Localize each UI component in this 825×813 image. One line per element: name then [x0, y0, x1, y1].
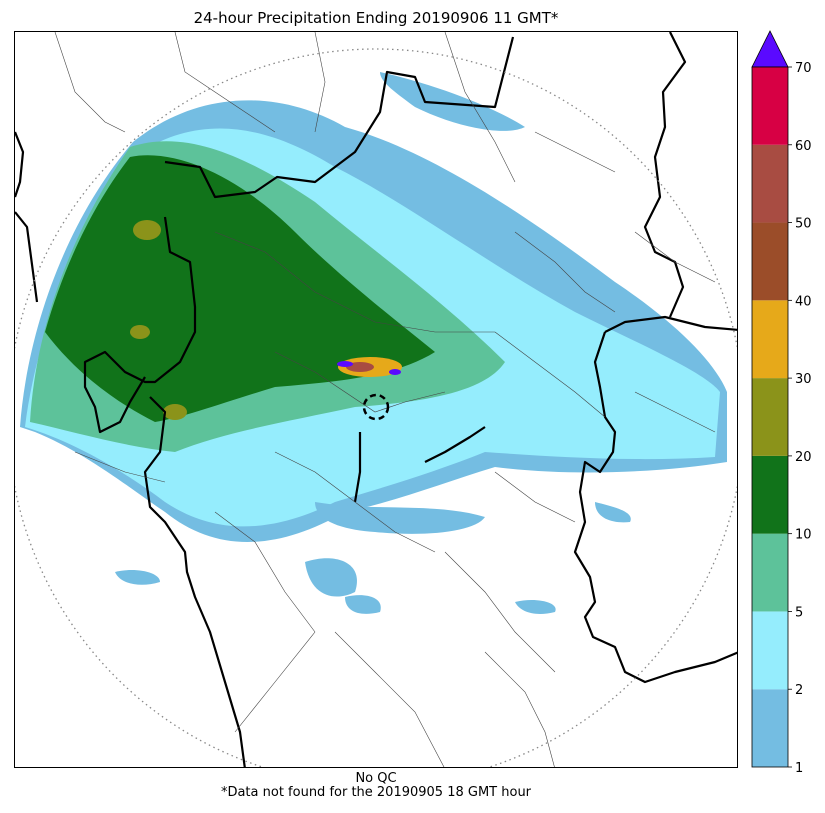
precip-core-over-70	[337, 361, 353, 367]
state-boundaries	[15, 32, 737, 767]
chart-title: 24-hour Precipitation Ending 20190906 11…	[193, 9, 559, 27]
precip-band-south	[345, 595, 381, 614]
radar-center-ring	[362, 393, 390, 421]
colorbar-segment	[752, 689, 788, 767]
colorbar-tick-label: 50	[795, 217, 812, 232]
colorbar-segment	[752, 533, 788, 612]
colorbar-segment	[752, 378, 788, 456]
colorbar-tick-label: 5	[795, 605, 803, 620]
district-boundaries	[54, 32, 716, 767]
precip-band-south	[115, 570, 160, 585]
colorbar-segment	[752, 67, 788, 145]
precip-band-south	[305, 558, 357, 597]
chart-footer: No QC *Data not found for the 20190905 1…	[14, 772, 738, 800]
precip-band-south	[595, 502, 631, 523]
colorbar: 1 2 5 10 20 30 40 50 60 70	[751, 30, 812, 776]
radar-map	[14, 31, 738, 768]
precip-band-south	[515, 600, 556, 614]
colorbar-tick-label: 10	[795, 528, 812, 543]
precip-area-20-30	[130, 325, 150, 339]
precip-area-20-30	[163, 404, 187, 420]
colorbar-segment	[752, 222, 788, 301]
colorbar-tick-label: 20	[795, 450, 812, 465]
colorbar-tick-label: 60	[795, 139, 812, 154]
missing-data-note: *Data not found for the 20190905 18 GMT …	[220, 785, 532, 800]
colorbar-segment	[752, 455, 788, 534]
precip-band-south	[315, 502, 485, 534]
colorbar-segment	[752, 144, 788, 223]
colorbar-tick-label: 40	[795, 294, 812, 309]
precip-area-20-30	[133, 220, 161, 240]
radar-map-svg	[15, 32, 737, 767]
precip-band-north	[380, 72, 525, 131]
colorbar-segment	[752, 300, 788, 379]
colorbar-over-triangle	[751, 30, 789, 68]
precip-core-50-60	[346, 362, 374, 372]
colorbar-tick-label: 2	[795, 683, 803, 698]
colorbar-outline	[751, 66, 789, 768]
colorbar-tick-label: 1	[795, 761, 803, 776]
precipitation-field	[20, 72, 727, 614]
colorbar-svg: 1 2 5 10 20 30 40 50 60 70	[751, 30, 812, 776]
qc-note: No QC	[355, 771, 397, 786]
colorbar-segment	[752, 611, 788, 690]
precip-core-over-70	[389, 369, 401, 375]
colorbar-tick-label: 30	[795, 372, 812, 387]
colorbar-tick-label: 70	[795, 61, 812, 76]
